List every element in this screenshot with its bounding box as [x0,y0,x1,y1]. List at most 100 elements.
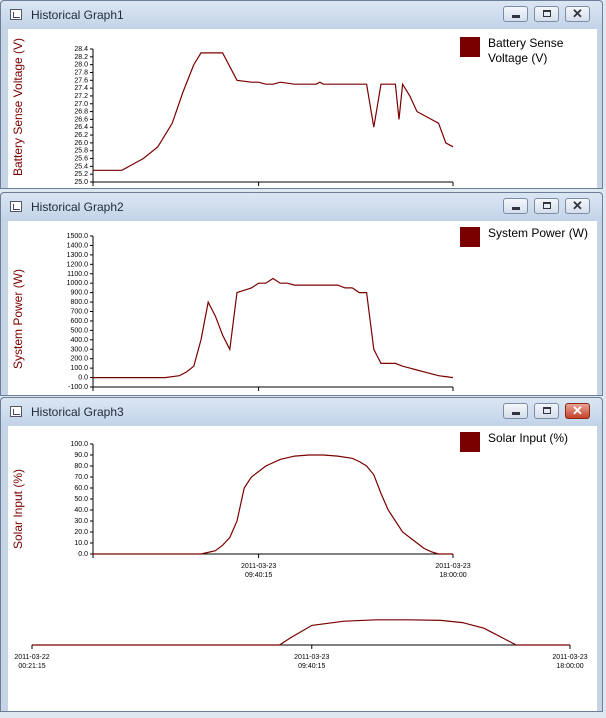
maximize-icon [543,10,551,17]
y-tick-label: 1500.0 [67,233,89,240]
y-tick-label: 700.0 [70,309,88,316]
y-tick-label: 0.0 [78,551,88,558]
legend-label: Solar Input (%) [488,431,569,445]
y-tick-label: 1400.0 [67,242,89,249]
solar-chart: Solar Input (%) Solar Input (%) 100.0 90.… [11,431,588,670]
y-tick-label: 1200.0 [67,261,89,268]
maximize-button[interactable] [534,403,559,419]
y-tick-label: 600.0 [70,318,88,325]
y-axis-label: System Power (W) [11,269,25,369]
x-tick-date: 2011-03-23 [241,563,276,570]
y-tick-label: 28.2 [74,54,88,61]
window-icon [10,9,22,20]
x-tick-time: 09:40:15 [245,572,272,579]
overview-tick-date: 2011-03-23 [552,654,587,661]
close-icon: ✕ [572,6,583,21]
y-tick-label: 1300.0 [67,252,89,259]
x-tick-time: 18:00:00 [439,572,466,579]
y-tick-label: 28.0 [74,62,88,69]
y-axis-label: Solar Input (%) [11,469,25,549]
y-tick-label: 500.0 [70,327,88,334]
close-icon: ✕ [572,403,583,418]
graph-area: Battery Sense Voltage (V) Battery Sense … [8,29,597,188]
maximize-button[interactable] [534,198,559,214]
y-tick-label: -100.0 [68,384,88,391]
y-tick-label: 800.0 [70,299,88,306]
y-tick-label: 27.0 [74,101,88,108]
minimize-button[interactable] [503,403,528,419]
y-tick-label: 25.4 [74,163,88,170]
y-tick-label: 60.0 [74,485,88,492]
y-tick-label: 900.0 [70,290,88,297]
close-icon: ✕ [572,198,583,213]
window-icon [10,406,22,417]
series-line [93,454,453,555]
legend-swatch [460,37,480,57]
y-tick-label: 25.0 [74,179,88,186]
overview-tick-date: 2011-03-22 [14,654,49,661]
minimize-button[interactable] [503,6,528,22]
y-tick-label: 27.2 [74,93,88,100]
y-tick-label: 50.0 [74,496,88,503]
series-line [93,52,454,171]
graph-area: Solar Input (%) Solar Input (%) 100.0 90.… [8,426,597,711]
window-titlebar[interactable]: Historical Graph3 ✕ [1,398,602,426]
graph-area: System Power (W) System Power (W) 1500.0… [8,221,597,395]
y-tick-label: 25.2 [74,171,88,178]
y-tick-label: 27.8 [74,69,88,76]
legend-swatch [460,227,480,247]
window-titlebar[interactable]: Historical Graph2 ✕ [1,193,602,221]
y-tick-label: 100.0 [70,441,88,448]
voltage-chart: Battery Sense Voltage (V) Battery Sense … [11,36,564,186]
y-tick-label: 28.4 [74,46,88,53]
x-tick-date: 2011-03-23 [435,563,470,570]
maximize-button[interactable] [534,6,559,22]
y-tick-label: 40.0 [74,507,88,514]
power-chart: System Power (W) System Power (W) 1500.0… [11,226,589,391]
y-tick-label: 100.0 [70,365,88,372]
y-tick-label: 26.4 [74,124,88,131]
y-tick-label: 70.0 [74,474,88,481]
window-title: Historical Graph3 [31,405,124,419]
legend-swatch [460,432,480,452]
close-button[interactable]: ✕ [565,6,590,22]
window-title: Historical Graph1 [31,8,124,22]
historical-graph3-window: Historical Graph3 ✕ Solar Input (%) Sola… [0,397,603,712]
y-tick-label: 1100.0 [67,271,88,278]
y-tick-label: 200.0 [70,356,88,363]
y-tick-label: 300.0 [70,346,88,353]
overview-tick-time: 00:21:15 [18,663,45,670]
legend-label: Battery Sense Voltage (V) [488,36,564,65]
y-axis-label: Battery Sense Voltage (V) [11,38,25,176]
window-icon [10,201,22,212]
y-tick-label: 400.0 [70,337,88,344]
y-tick-label: 26.0 [74,140,88,147]
legend-label: System Power (W) [488,226,589,240]
y-tick-label: 1000.0 [67,280,89,287]
series-line [93,277,454,379]
y-tick-label: 0.0 [78,375,88,382]
overview-tick-date: 2011-03-23 [294,654,329,661]
window-title: Historical Graph2 [31,200,124,214]
y-tick-label: 20.0 [74,529,88,536]
minimize-button[interactable] [503,198,528,214]
maximize-icon [543,202,551,209]
y-tick-label: 27.6 [74,77,88,84]
overview-tick-time: 18:00:00 [556,663,583,670]
minimize-icon [512,15,520,18]
y-tick-label: 26.8 [74,109,88,116]
y-tick-label: 90.0 [74,452,88,459]
minimize-icon [512,207,520,210]
y-tick-label: 26.6 [74,116,88,123]
window-titlebar[interactable]: Historical Graph1 ✕ [1,1,602,29]
y-tick-label: 80.0 [74,463,88,470]
y-tick-label: 25.6 [74,156,88,163]
historical-graph2-window: Historical Graph2 ✕ System Power (W) Sys… [0,192,603,396]
historical-graph1-window: Historical Graph1 ✕ Battery Sense Voltag… [0,0,603,189]
close-button[interactable]: ✕ [565,198,590,214]
maximize-icon [543,407,551,414]
close-button[interactable]: ✕ [565,403,590,419]
y-tick-label: 27.4 [74,85,88,92]
overview-series-line [32,619,570,646]
minimize-icon [512,412,520,415]
